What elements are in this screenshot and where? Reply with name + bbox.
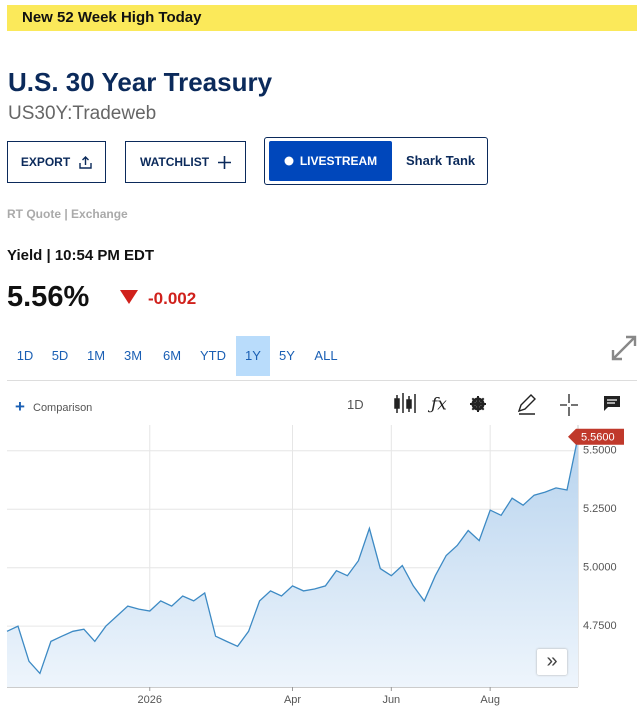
range-tab[interactable]: ALL [314, 348, 338, 363]
quote-source: RT Quote | Exchange [7, 207, 128, 221]
candles-icon[interactable] [394, 393, 416, 413]
draw-icon[interactable] [517, 394, 536, 415]
x-tick-label: 2026 [138, 694, 162, 706]
x-tick-label: Jun [382, 694, 400, 706]
chart: 4.7500 5.0000 5.2500 5.5000 2026 Apr Jun Aug 5.5… [6, 425, 624, 706]
livestream-group [264, 137, 488, 185]
share-icon [79, 155, 92, 169]
scroll-button[interactable]: » [537, 649, 567, 675]
y-tick-label: 5.5000 [583, 445, 617, 457]
toolbar-icons: ƒx [394, 393, 620, 416]
live-dot [284, 156, 294, 166]
quote-label: Yield | 10:54 PM EDT [7, 247, 155, 264]
y-tick-label: 5.0000 [583, 562, 617, 574]
fx-icon[interactable]: ƒx [427, 395, 447, 415]
comparison-plus[interactable]: + [15, 397, 25, 416]
range-tab[interactable]: 1D [16, 348, 34, 363]
watchlist-label: WATCHLIST [139, 155, 210, 169]
settings-icon[interactable] [470, 396, 486, 412]
range-tab[interactable]: 5Y [279, 348, 295, 363]
range-tab[interactable]: 3M [123, 348, 143, 363]
range-tab[interactable]: YTD [200, 348, 226, 363]
watchlist-button[interactable]: WATCHLIST [125, 141, 246, 183]
area-fill [7, 436, 578, 687]
crosshair-icon[interactable] [560, 394, 578, 416]
comparison-label[interactable]: Comparison [33, 402, 93, 414]
price-tag-label: 5.5600 [581, 432, 615, 444]
banner [7, 5, 637, 31]
price-line [6, 436, 579, 675]
export-label: EXPORT [20, 155, 71, 169]
down-arrow [120, 290, 138, 304]
x-tick-label: Apr [284, 694, 301, 706]
quote-value: 5.56% [7, 281, 90, 313]
divider [7, 380, 637, 381]
range-tab[interactable]: 6M [162, 348, 182, 363]
quote-change: -0.002 [148, 289, 197, 308]
symbol: US30Y:Tradeweb [8, 103, 157, 124]
interval-label[interactable]: 1D [347, 397, 364, 412]
range-tab[interactable]: 5D [51, 348, 69, 363]
show-link[interactable]: Shark Tank [406, 153, 476, 168]
range-tab[interactable]: 1Y [236, 336, 270, 376]
y-tick-label: 5.2500 [583, 503, 617, 515]
banner-text: New 52 Week High Today [22, 9, 202, 26]
expand-icon[interactable] [611, 335, 637, 361]
y-tick-label: 4.7500 [583, 620, 617, 632]
livestream-label: LIVESTREAM [299, 154, 378, 168]
export-button[interactable]: EXPORT [7, 141, 106, 183]
price-tag [568, 428, 624, 445]
x-tick-label: Aug [480, 694, 500, 706]
title: U.S. 30 Year Treasury [8, 67, 273, 97]
livestream-button[interactable]: LIVESTREAM [269, 141, 392, 181]
range-tab[interactable]: 1M [86, 348, 106, 363]
plus-icon [218, 155, 232, 169]
